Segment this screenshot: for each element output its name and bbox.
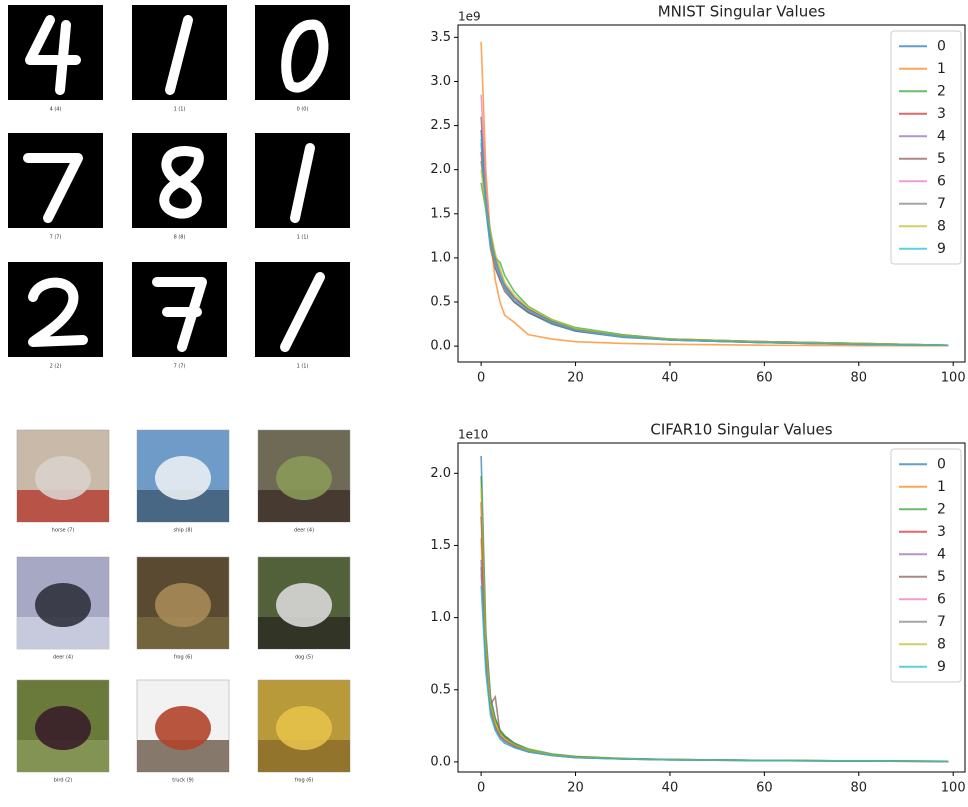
image-caption: ship (8) bbox=[173, 528, 192, 534]
y-tick-label: 1.5 bbox=[430, 538, 451, 553]
image-caption: 1 (1) bbox=[174, 107, 186, 113]
y-tick-label: 1.5 bbox=[430, 206, 451, 221]
y-tick-label: 3.0 bbox=[430, 74, 451, 89]
image-caption: deer (4) bbox=[53, 655, 73, 661]
series-line bbox=[481, 456, 948, 761]
y-tick-label: 1.0 bbox=[430, 250, 451, 265]
legend-label: 4 bbox=[937, 546, 946, 562]
photo-subject bbox=[35, 706, 91, 750]
photo-subject bbox=[155, 706, 211, 750]
image-caption: deer (4) bbox=[294, 528, 314, 534]
legend-label: 9 bbox=[937, 659, 946, 675]
photo-subject bbox=[276, 583, 332, 627]
x-tick-label: 60 bbox=[756, 371, 773, 386]
x-tick-label: 100 bbox=[941, 781, 966, 796]
legend-label: 2 bbox=[937, 501, 946, 517]
y-tick-label: 0.0 bbox=[430, 339, 451, 354]
legend-label: 0 bbox=[937, 456, 946, 472]
x-tick-label: 0 bbox=[477, 371, 485, 386]
image-caption: 7 (7) bbox=[174, 364, 186, 370]
y-tick-label: 2.0 bbox=[430, 466, 451, 481]
series-line bbox=[481, 502, 948, 761]
image-caption: 2 (2) bbox=[50, 364, 62, 370]
legend-label: 8 bbox=[937, 636, 946, 652]
x-tick-label: 20 bbox=[567, 781, 584, 796]
x-tick-label: 60 bbox=[756, 781, 773, 796]
photo-subject bbox=[35, 583, 91, 627]
y-tick-label: 1.0 bbox=[430, 610, 451, 625]
image-caption: frog (6) bbox=[174, 655, 193, 661]
chart-title: CIFAR10 Singular Values bbox=[650, 421, 832, 439]
image-caption: bird (2) bbox=[54, 778, 72, 784]
series-line bbox=[481, 574, 948, 761]
series-line bbox=[481, 143, 948, 345]
series-line bbox=[481, 152, 948, 345]
image-caption: frog (6) bbox=[295, 778, 314, 784]
x-tick-label: 80 bbox=[851, 371, 868, 386]
photo-subject bbox=[276, 456, 332, 500]
image-caption: 7 (7) bbox=[50, 235, 62, 241]
image-caption: 1 (1) bbox=[297, 235, 309, 241]
series-line bbox=[481, 488, 948, 762]
series-line bbox=[481, 139, 948, 345]
x-tick-label: 80 bbox=[851, 781, 868, 796]
y-offset-label: 1e10 bbox=[458, 428, 488, 442]
legend-label: 5 bbox=[937, 151, 946, 167]
legend-label: 3 bbox=[937, 106, 946, 122]
series-line bbox=[481, 517, 948, 762]
y-tick-label: 0.5 bbox=[430, 295, 451, 310]
legend-label: 6 bbox=[937, 591, 946, 607]
legend-label: 1 bbox=[937, 61, 946, 77]
series-line bbox=[481, 117, 948, 345]
legend-label: 7 bbox=[937, 196, 946, 212]
y-tick-label: 2.5 bbox=[430, 118, 451, 133]
series-line bbox=[481, 161, 948, 345]
x-tick-label: 20 bbox=[567, 371, 584, 386]
chart-title: MNIST Singular Values bbox=[658, 3, 826, 21]
legend-label: 0 bbox=[937, 38, 946, 54]
axes-frame bbox=[458, 443, 965, 772]
legend-box bbox=[891, 31, 961, 264]
x-tick-label: 100 bbox=[941, 371, 966, 386]
series-line bbox=[481, 42, 948, 346]
y-offset-label: 1e9 bbox=[458, 10, 481, 24]
series-line bbox=[481, 567, 948, 761]
image-caption: 1 (1) bbox=[297, 364, 309, 370]
legend-label: 2 bbox=[937, 83, 946, 99]
y-tick-label: 2.0 bbox=[430, 162, 451, 177]
series-line bbox=[481, 95, 948, 346]
legend-label: 8 bbox=[937, 218, 946, 234]
series-line bbox=[481, 560, 948, 762]
figure: 4 (4) 1 (1) 0 (0) 7 (7) 8 (8) 1 (1) 2 (2) 7 (7)… bbox=[0, 0, 968, 803]
image-caption: dog (5) bbox=[295, 655, 313, 661]
y-tick-label: 3.5 bbox=[430, 30, 451, 45]
y-tick-label: 0.0 bbox=[430, 754, 451, 769]
legend-label: 9 bbox=[937, 241, 946, 257]
image-caption: 0 (0) bbox=[297, 107, 309, 113]
legend-label: 3 bbox=[937, 524, 946, 540]
photo-subject bbox=[35, 456, 91, 500]
image-caption: truck (9) bbox=[172, 778, 194, 784]
x-tick-label: 40 bbox=[662, 781, 679, 796]
legend-label: 4 bbox=[937, 128, 946, 144]
legend-label: 6 bbox=[937, 173, 946, 189]
photo-subject bbox=[155, 456, 211, 500]
photo-subject bbox=[155, 583, 211, 627]
image-caption: 4 (4) bbox=[50, 107, 62, 113]
legend-label: 5 bbox=[937, 569, 946, 585]
image-caption: 8 (8) bbox=[174, 235, 186, 241]
series-line bbox=[481, 538, 948, 761]
photo-subject bbox=[276, 706, 332, 750]
legend-box bbox=[891, 449, 961, 682]
series-line bbox=[481, 586, 948, 762]
x-tick-label: 0 bbox=[477, 781, 485, 796]
y-tick-label: 0.5 bbox=[430, 682, 451, 697]
legend-label: 1 bbox=[937, 479, 946, 495]
series-line bbox=[481, 130, 948, 345]
series-line bbox=[481, 170, 948, 346]
legend-label: 7 bbox=[937, 614, 946, 630]
x-tick-label: 40 bbox=[662, 371, 679, 386]
image-caption: horse (7) bbox=[52, 528, 75, 534]
series-line bbox=[481, 476, 948, 761]
